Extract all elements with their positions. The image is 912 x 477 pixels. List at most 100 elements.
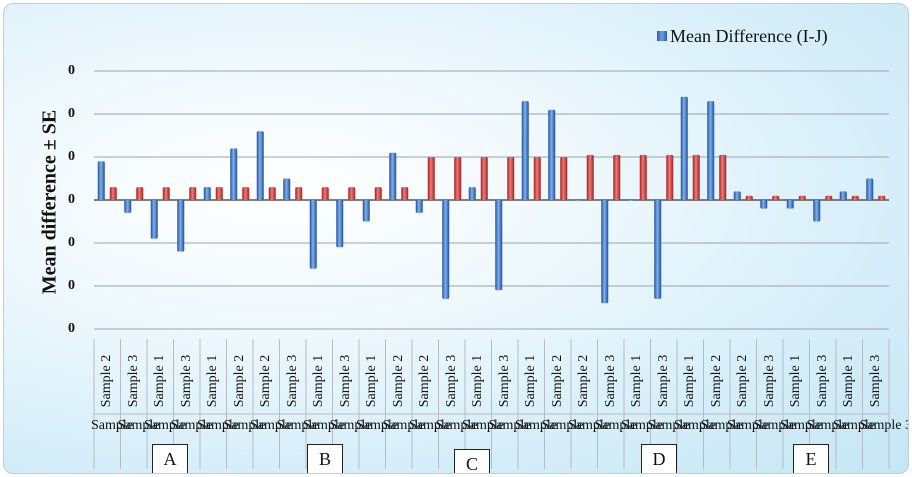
bar-mean-difference	[362, 200, 370, 222]
bar-series-2	[162, 187, 170, 200]
group-label-b: B	[307, 444, 343, 473]
x-subcategory-label: Sample 3	[859, 418, 909, 433]
x-subcategory-label: Sample	[568, 418, 610, 433]
bar-series-2	[295, 187, 303, 200]
x-subcategory-label: Sample	[91, 418, 133, 433]
x-category-label: Sample 1	[682, 354, 698, 408]
bar-series-2	[401, 187, 409, 200]
x-category-label: Sample 2	[231, 354, 247, 408]
y-axis-title: Mean difference ± SE	[38, 109, 61, 295]
group-label-a: A	[152, 444, 188, 473]
x-category-label: Sample 3	[125, 354, 141, 408]
bar-mean-difference	[230, 148, 238, 200]
bar-series-2	[639, 154, 647, 200]
x-category-label: Sample 3	[761, 354, 777, 408]
bar-series-2	[798, 195, 806, 200]
bar-mean-difference	[150, 200, 158, 239]
x-category-label: Sample 3	[337, 354, 353, 408]
x-category-label: Sample 2	[390, 354, 406, 408]
x-subcategory-label: Sample	[170, 418, 213, 433]
x-category-label: Sample 3	[443, 354, 459, 408]
y-tick-label: 0	[68, 278, 75, 293]
bar-series-2	[772, 195, 780, 200]
x-subcategory-label: Sample	[621, 418, 663, 433]
x-subcategory-label: Sample	[356, 418, 398, 433]
bar-mean-difference	[707, 101, 715, 200]
bar-series-2	[189, 187, 197, 200]
y-tick-label: 0	[68, 235, 75, 250]
y-tick-label: 0	[68, 63, 75, 78]
bar-series-2	[851, 195, 859, 200]
x-subcategory-label: Sample	[409, 418, 451, 433]
bar-mean-difference	[283, 178, 291, 200]
x-category-label: Sample 2	[549, 354, 565, 408]
x-category-label: Sample 3	[284, 354, 300, 408]
bar-series-2	[242, 187, 250, 200]
x-subcategory-label: Sample	[727, 418, 769, 433]
x-subcategory-label: Sample	[780, 418, 822, 433]
x-subcategory-label: Sample	[462, 418, 504, 433]
bar-series-2	[507, 157, 515, 200]
bar-mean-difference	[97, 161, 105, 200]
bar-series-2	[348, 187, 356, 200]
x-subcategory-label: Sample	[806, 418, 849, 433]
bar-series-2	[374, 187, 382, 200]
x-category-label: Sample 1	[470, 354, 486, 408]
group-label-c: C	[454, 449, 490, 473]
bar-series-2	[109, 187, 117, 200]
group-label-d: D	[641, 444, 677, 473]
bar-mean-difference	[786, 200, 794, 209]
bar-mean-difference	[574, 200, 582, 201]
x-subcategory-label: Sample	[753, 418, 796, 433]
x-category-label: Sample 2	[576, 354, 592, 408]
bar-series-2	[454, 157, 462, 200]
bar-series-2	[878, 195, 886, 200]
x-subcategory-label: Sample	[515, 418, 557, 433]
x-subcategory-label: Sample	[329, 418, 372, 433]
legend: Mean Difference (I-J)	[657, 26, 828, 46]
bar-mean-difference	[495, 200, 503, 291]
bar-mean-difference	[548, 109, 556, 200]
bar-mean-difference	[813, 200, 821, 222]
x-subcategory-label: Sample	[541, 418, 584, 433]
x-category-label: Sample 2	[99, 354, 115, 408]
x-category-label: Sample 2	[708, 354, 724, 408]
bar-series-2	[586, 154, 594, 200]
y-tick-label: 0	[68, 106, 75, 121]
bar-series-2	[136, 187, 144, 200]
x-subcategory-label: Sample	[144, 418, 186, 433]
bar-mean-difference	[389, 152, 397, 200]
x-category-label: Sample 1	[629, 354, 645, 408]
bar-mean-difference	[733, 191, 741, 200]
x-category-label: Sample 2	[417, 354, 433, 408]
x-subcategory-label: Sample	[276, 418, 319, 433]
x-subcategory-label: Sample	[647, 418, 690, 433]
bar-series-2	[560, 157, 568, 200]
x-subcategory-label: Sample	[700, 418, 743, 433]
bar-mean-difference	[760, 200, 768, 209]
x-category-label: Sample 3	[496, 354, 512, 408]
bar-series-2	[719, 154, 727, 200]
x-category-label: Sample 1	[841, 354, 857, 408]
bar-mean-difference	[866, 178, 874, 200]
bar-mean-difference	[415, 200, 423, 213]
bar-series-2	[533, 157, 541, 200]
x-subcategory-label: Sample	[382, 418, 425, 433]
x-category-label: Sample 3	[655, 354, 671, 408]
chart-frame: Mean Difference (I-J) Mean difference ± …	[3, 3, 909, 474]
bar-series-2	[613, 154, 621, 200]
bar-series-2	[480, 157, 488, 200]
x-category-label: Sample 3	[867, 354, 883, 408]
x-subcategory-label: Sample	[435, 418, 478, 433]
bar-series-2	[745, 195, 753, 200]
x-subcategory-label: Sample	[197, 418, 239, 433]
x-category-label: Sample 1	[152, 354, 168, 408]
x-category-label: Sample 1	[311, 354, 327, 408]
bar-series-2	[215, 187, 223, 200]
x-category-label: Sample 3	[602, 354, 618, 408]
x-subcategory-label: Sample	[488, 418, 531, 433]
legend-label: Mean Difference (I-J)	[670, 25, 828, 46]
bar-mean-difference	[256, 131, 264, 200]
x-subcategory-label: Sample	[250, 418, 292, 433]
bar-mean-difference	[627, 200, 635, 201]
